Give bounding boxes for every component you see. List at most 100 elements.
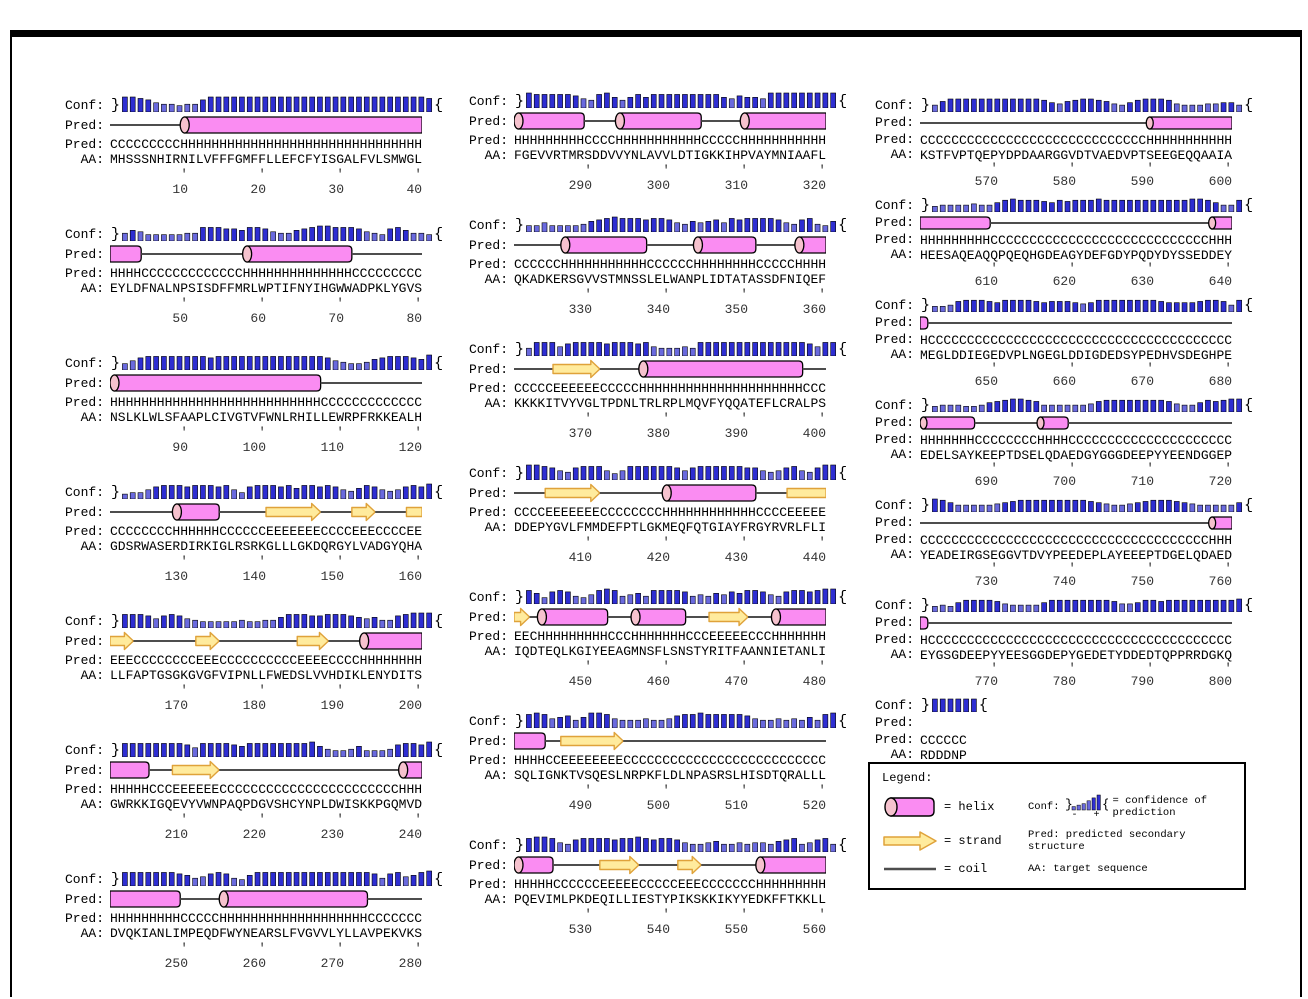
- ruler-row: ' ' ' ' 770 780 790 800: [868, 662, 1268, 688]
- pred-label: Pred:: [468, 381, 508, 396]
- confidence-bars: [526, 342, 836, 356]
- conf-label: Conf:: [64, 872, 104, 887]
- pred-label: Pred:: [468, 629, 508, 644]
- pred-label: Pred:: [64, 524, 104, 539]
- ss-sequence: HHHHHCCCEEEEEECCCCCCCCCCCCCCCCCCCCCCCHHH: [110, 782, 423, 797]
- conf-bracket-left: }: [921, 297, 931, 314]
- residue-ruler: ' ' ' ' 330 340 350 360: [568, 287, 827, 317]
- aa-label: AA:: [484, 768, 508, 783]
- ss-sequence: HHHHHHHHHCCCCCHHHHHHHHHHHHHHHHHHHCCCCCCC: [110, 911, 423, 926]
- prediction-block-801-806: Conf:} {Pred: Pred: CCCCCC AA: RDDDNP: [868, 698, 1268, 762]
- residue-ruler: ' ' ' ' 410 420 430 440: [568, 535, 827, 565]
- ss-sequence: HHHHHHHHHCCCCCCCCCCCCCCCCCCCCCCCCCCCCHHH: [920, 233, 1233, 248]
- prediction-block-641-680: Conf:} {Pred: Pred: HCCCCCCCCCCCCCCCCCCCCCC…: [868, 298, 1268, 388]
- pred-label: Pred:: [468, 505, 508, 520]
- pred-text-row: Pred: HHHHHHHCCCCCCCCHHHHCCCCCCCCCCCCCCCC…: [868, 432, 1268, 447]
- aa-row: AA: KSTFVPTQEPYDPDAARGGVDTVAEDVPTSEEGEQQA…: [868, 147, 1268, 162]
- residue-ruler: ' ' ' ' 90 100 110 120: [172, 425, 423, 455]
- ruler-row: ' ' ' ' 450 460 470 480: [462, 659, 862, 689]
- conf-row: Conf:} {: [462, 588, 862, 605]
- pred-text-row: Pred: CCCCCCCCCCCCCCCCCCCCCCCCCCCCCHHHHHH…: [868, 132, 1268, 147]
- residue-ruler: ' ' ' ' 690 700 710 720: [974, 461, 1233, 489]
- ss-sequence: CCCCCCCCCHHHHHHHHHHHHHHHHHHHHHHHHHHHHHHH: [110, 137, 423, 152]
- aa-row: AA: NSLKLWLSFAAPLCIVGTVFWNLRHILLEWRPFRKKE…: [58, 410, 458, 425]
- conf-row: Conf:} {: [58, 225, 458, 242]
- aa-label: AA:: [484, 148, 508, 163]
- residue-ruler: ' ' ' ' 730 740 750 760: [974, 561, 1233, 589]
- structure-cartoon: [920, 215, 1233, 230]
- confidence-bars: [122, 612, 432, 628]
- aa-row: AA: IQDTEQLKGIYEEAGMNSFLSNSTYRITFAANNIETA…: [462, 644, 862, 659]
- pred-cartoon-row: Pred:: [462, 109, 862, 133]
- residue-ruler: ' ' ' ' 290 300 310 320: [568, 163, 827, 193]
- confidence-bars: [122, 741, 432, 757]
- structure-cartoon: [920, 315, 1233, 330]
- aa-row: AA: DDEPYGVLFMMDEFPTLGKMEQFQTGIAYFRGYRVRL…: [462, 520, 862, 535]
- ruler-row: ' ' ' ' 490 500 510 520: [462, 783, 862, 813]
- conf-bracket-left: }: [921, 697, 931, 714]
- structure-cartoon: [514, 236, 827, 254]
- residue-ruler: ' ' ' ' 130 140 150 160: [164, 554, 423, 584]
- pred-label: Pred:: [64, 911, 104, 926]
- confidence-bars: [932, 98, 1242, 112]
- ruler-row: ' ' ' ' 410 420 430 440: [462, 535, 862, 565]
- conf-bracket-left: }: [921, 197, 931, 214]
- conf-row: Conf:} {: [462, 712, 862, 729]
- conf-label: Conf:: [64, 227, 104, 242]
- structure-cartoon: [110, 760, 423, 780]
- aa-row: AA: PQEVIMLPKDEQILLIESTYPIKSKKIKYYEDKFFTK…: [462, 892, 862, 907]
- conf-bracket-right: {: [838, 217, 848, 234]
- aa-row: AA: KKKKITVYVGLTPDNLTRLRPLMQVFYQQATEFLCRA…: [462, 396, 862, 411]
- pred-cartoon-row: Pred:: [58, 758, 458, 782]
- prediction-block-441-480: Conf:} {Pred: Pred: EECHHHHHHHHHCCCHHHHHHHC…: [462, 588, 862, 689]
- conf-row: Conf:} {: [58, 741, 458, 758]
- ruler-row: ' ' ' ' 730 740 750 760: [868, 562, 1268, 588]
- pred-text-row: Pred: HCCCCCCCCCCCCCCCCCCCCCCCCCCCCCCCCCC…: [868, 332, 1268, 347]
- pred-label: Pred:: [468, 133, 508, 148]
- conf-row: Conf:} {: [868, 598, 1268, 613]
- residue-ruler: ' ' ' ' 570 580 590 600: [974, 161, 1233, 189]
- pred-label: Pred:: [874, 532, 914, 547]
- ss-sequence: HHHHHCCCCCCEEEEECCCCCEEECCCCCCCHHHHHHHHH: [514, 877, 827, 892]
- conf-row: Conf:} {: [462, 340, 862, 357]
- structure-cartoon: [110, 116, 423, 134]
- pred-label: Pred:: [874, 615, 914, 630]
- aa-row: AA: FGEVVRTMRSDDVVYNLAVVLDTIGKKIHPVAYMNIA…: [462, 148, 862, 163]
- residue-ruler: ' ' ' ' 250 260 270 280: [164, 941, 423, 971]
- aa-sequence: YEADEIRGSEGGVTDVYPEEDEPLAYEEEPTDGELQDAED: [920, 548, 1233, 563]
- aa-row: AA: GDSRWASERDIRKIGLRSRKGLLLGKDQRGYLVADGY…: [58, 539, 458, 554]
- ruler-row: ' ' ' ' 50 60 70 80: [58, 296, 458, 326]
- conf-bracket-right: {: [838, 837, 848, 854]
- aa-row: AA: HEESAQEAQQPQEQHGDEAGYDEFGDYPQDYDYSSED…: [868, 247, 1268, 262]
- pred-label: Pred:: [64, 762, 104, 778]
- structure-cartoon: [514, 483, 827, 503]
- pred-cartoon-row: Pred:: [58, 242, 458, 266]
- aa-label: AA:: [484, 644, 508, 659]
- pred-text-row: Pred: HHHHCCCCCCCCCCCCCHHHHHHHHHHHHHHCCCC…: [58, 266, 458, 281]
- conf-bracket-left: }: [111, 226, 121, 243]
- aa-row: AA: EYLDFNALNPSISDFFMRLWPTIFNYIHGWWADPKLY…: [58, 281, 458, 296]
- prediction-column-3: Conf:}{ Pred: Pred: CCCCCCCCCCCCCCCCCCCCCCC…: [868, 98, 1268, 772]
- structure-cartoon: [514, 359, 827, 379]
- prediction-block-41-80: Conf:} {Pred: Pred: HHHHCCCCCCCCCCCCCHHHHHH…: [58, 225, 458, 326]
- aa-label: AA:: [890, 347, 914, 362]
- aa-row: AA: SQLIGNKTVSQESLNRPKFLDLNPASRSLHISDTQRA…: [462, 768, 862, 783]
- confidence-bars: [526, 92, 836, 108]
- prediction-block-481-520: Conf:} {Pred: Pred: HHHHCCEEEEEEEECCCCCCCCC…: [462, 712, 862, 813]
- aa-sequence: NSLKLWLSFAAPLCIVGTVFWNLRHILLEWRPFRKKEALH: [110, 410, 423, 425]
- pred-label: Pred:: [874, 115, 914, 130]
- legend-conf-desc: = confidence of prediction: [1112, 795, 1208, 819]
- pred-text-row: Pred: HHHHHHHHHHHHHHHHHHHHHHHHHHHCCCCCCCC…: [58, 395, 458, 410]
- pred-text-row: Pred: HHHHHHHHHCCCCHHHHHHHHHHHCCCCCHHHHHH…: [462, 133, 862, 148]
- conf-row: Conf:} {: [58, 96, 458, 113]
- conf-label: Conf:: [64, 743, 104, 758]
- conf-label: Conf:: [468, 590, 508, 605]
- pred-label: Pred:: [874, 232, 914, 247]
- pred-label: Pred:: [874, 732, 914, 747]
- conf-label: Conf:: [468, 342, 508, 357]
- aa-sequence: EYGSGDEEPYYEESGGDEPYGEDETYDDEDTQPPRRDGKQ: [920, 648, 1233, 663]
- confidence-bars: [122, 354, 432, 370]
- aa-sequence: KSTFVPTQEPYDPDAARGGVDTVAEDVPTSEEGEQQAAIA: [920, 148, 1233, 163]
- conf-bracket-right: {: [434, 613, 444, 630]
